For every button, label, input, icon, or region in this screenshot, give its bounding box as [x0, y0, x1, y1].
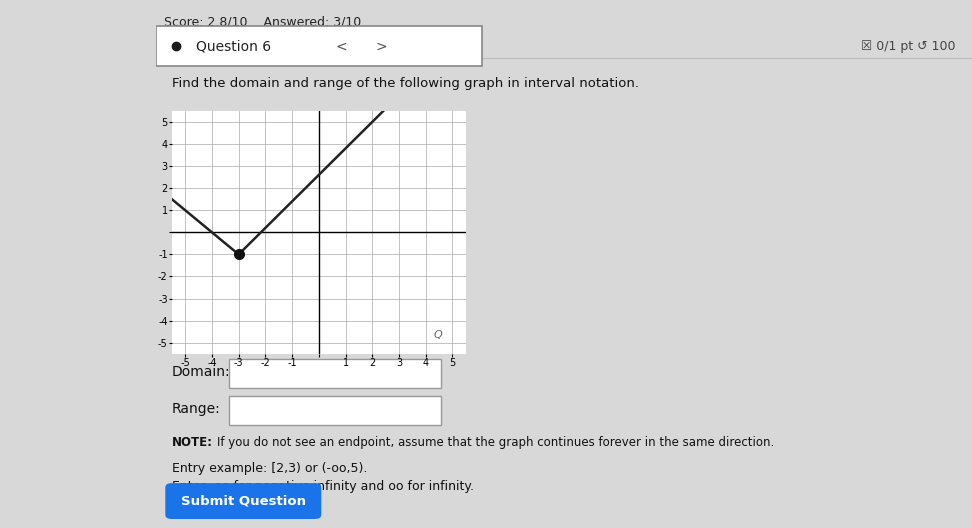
Text: Q: Q: [434, 331, 442, 341]
FancyBboxPatch shape: [156, 26, 482, 66]
Text: NOTE:: NOTE:: [172, 436, 213, 449]
Text: Domain:: Domain:: [172, 365, 230, 379]
FancyBboxPatch shape: [229, 359, 441, 388]
Text: If you do not see an endpoint, assume that the graph continues forever in the sa: If you do not see an endpoint, assume th…: [217, 436, 774, 449]
FancyBboxPatch shape: [165, 483, 322, 519]
Text: >: >: [376, 40, 388, 53]
Text: Find the domain and range of the following graph in interval notation.: Find the domain and range of the followi…: [172, 77, 639, 90]
Text: Range:: Range:: [172, 402, 221, 416]
Text: Enter -oo for negative infinity and oo for infinity.: Enter -oo for negative infinity and oo f…: [172, 480, 473, 494]
Text: ☒ 0/1 pt ↺ 100: ☒ 0/1 pt ↺ 100: [861, 40, 955, 53]
Text: Score: 2.8/10    Answered: 3/10: Score: 2.8/10 Answered: 3/10: [163, 16, 361, 29]
FancyBboxPatch shape: [229, 396, 441, 425]
Text: <: <: [335, 40, 347, 53]
Text: Submit Question: Submit Question: [181, 494, 306, 507]
Text: Question 6: Question 6: [196, 40, 271, 53]
Text: Entry example: [2,3) or (-oo,5).: Entry example: [2,3) or (-oo,5).: [172, 462, 367, 475]
